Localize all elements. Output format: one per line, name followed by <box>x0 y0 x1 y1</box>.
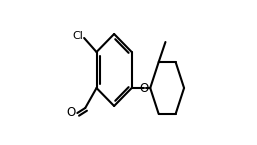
Text: O: O <box>66 106 76 119</box>
Text: Cl: Cl <box>72 31 83 41</box>
Text: O: O <box>140 81 149 95</box>
